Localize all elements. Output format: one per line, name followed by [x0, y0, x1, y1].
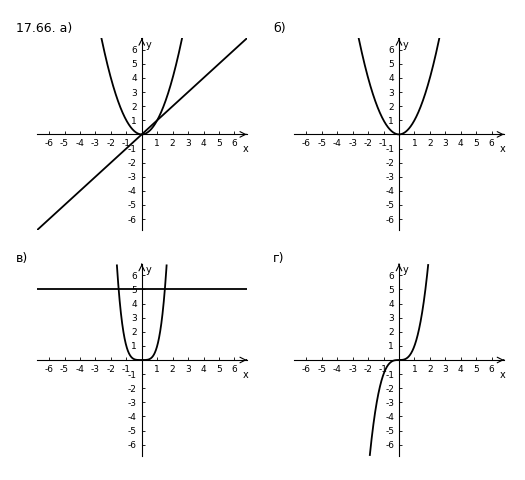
Text: г): г) — [273, 252, 285, 265]
Text: y: y — [145, 40, 151, 50]
Text: x: x — [243, 370, 248, 380]
Text: x: x — [243, 144, 248, 154]
Text: y: y — [403, 265, 408, 276]
Text: б): б) — [273, 22, 286, 35]
Text: x: x — [500, 370, 506, 380]
Text: x: x — [500, 144, 506, 154]
Text: y: y — [403, 40, 408, 50]
Text: 17.66. а): 17.66. а) — [16, 22, 72, 35]
Text: в): в) — [16, 252, 28, 265]
Text: y: y — [145, 265, 151, 276]
